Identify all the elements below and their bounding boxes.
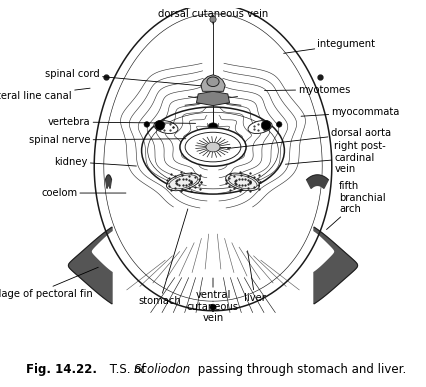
Ellipse shape [226,173,259,191]
Ellipse shape [207,77,219,87]
Polygon shape [314,227,357,304]
Text: integument: integument [284,39,375,53]
Circle shape [261,120,271,130]
Circle shape [210,16,216,22]
Text: stomach: stomach [139,209,188,306]
Text: spinal cord: spinal cord [45,69,201,86]
Text: myotomes: myotomes [265,85,351,94]
Text: myocommata: myocommata [301,107,400,117]
Text: Scoliodon: Scoliodon [134,363,191,376]
Ellipse shape [167,173,200,191]
Text: dorsal aorta: dorsal aorta [227,128,391,149]
Text: fifth
branchial
arch: fifth branchial arch [327,181,386,229]
Text: cartilage of pectoral fin: cartilage of pectoral fin [0,267,98,299]
Ellipse shape [206,142,220,152]
Text: lateral line canal: lateral line canal [0,88,90,101]
Text: liver: liver [244,251,266,303]
Ellipse shape [208,123,218,130]
Circle shape [276,122,282,127]
Text: kidney: kidney [54,157,136,167]
Polygon shape [106,175,112,188]
Ellipse shape [180,128,246,166]
Text: right post-
cardinal
vein: right post- cardinal vein [285,141,386,174]
Ellipse shape [185,132,241,162]
Text: dorsal cutaneous vein: dorsal cutaneous vein [158,9,268,24]
Polygon shape [69,227,112,304]
Text: vertebra: vertebra [48,117,196,127]
Circle shape [155,120,165,130]
Circle shape [144,122,150,127]
Ellipse shape [154,121,178,134]
Ellipse shape [248,121,272,134]
Text: passing through stomach and liver.: passing through stomach and liver. [194,363,406,376]
Polygon shape [94,4,332,311]
Text: Fig. 14.22.: Fig. 14.22. [26,363,97,376]
Circle shape [210,304,216,310]
Polygon shape [196,91,230,106]
Text: ventral
cutaneous
vein: ventral cutaneous vein [187,278,239,323]
Polygon shape [307,175,328,188]
Text: spinal nerve: spinal nerve [29,135,186,145]
Text: T.S. of: T.S. of [106,363,149,376]
Polygon shape [201,75,225,91]
Text: coelom: coelom [41,188,126,198]
